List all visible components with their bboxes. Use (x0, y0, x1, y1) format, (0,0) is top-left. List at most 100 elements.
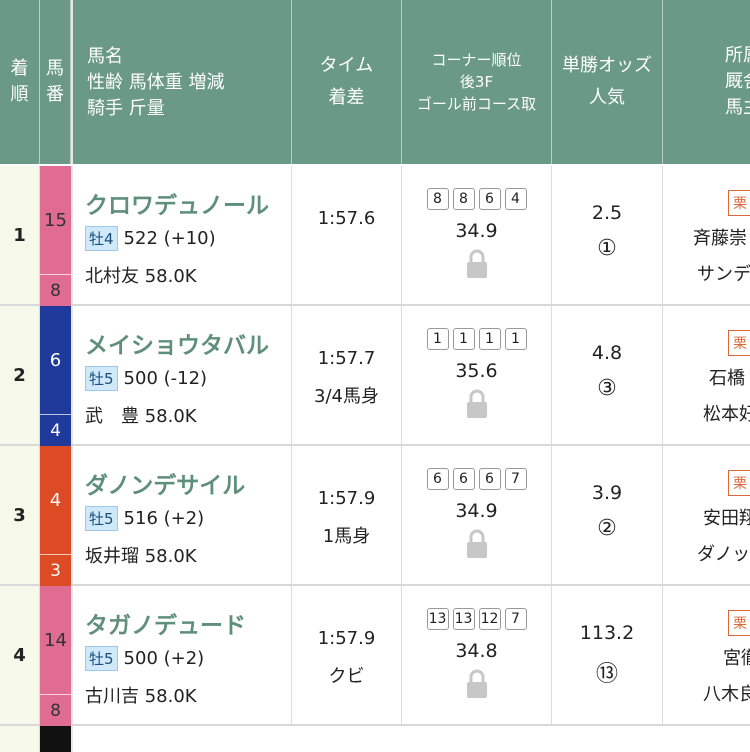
row-divider (71, 446, 73, 584)
header-odds: 単勝オッズ 人気 (552, 0, 663, 164)
header-owner: 所属 厩舎 馬主 (663, 0, 750, 164)
owner-cell: 栗 安田翔 ダノッ (663, 446, 750, 584)
popularity: ② (597, 516, 617, 541)
umaban-cell: 6 4 (40, 306, 71, 446)
corner-cell: 8 8 6 4 34.9 (402, 166, 552, 304)
owner-name: ダノッ (697, 544, 750, 565)
owner-cell: 栗 石橋 松本好 (663, 306, 750, 444)
region-badge: 栗 (728, 190, 750, 216)
horse-name-link[interactable]: クロワデュノール (85, 193, 269, 219)
odds-cell: 4.8 ③ (552, 306, 663, 444)
popularity: ⑬ (595, 662, 618, 687)
horse-name-link[interactable]: ダノンデサイル (85, 473, 246, 499)
header-horse-sexage: 性齢 馬体重 増減 (87, 72, 225, 93)
lock-icon[interactable] (465, 388, 489, 420)
finish-time: 1:57.6 (317, 208, 376, 229)
horse-name-link[interactable]: メイショウタバル (85, 333, 269, 359)
header-umaban-line2: 番 (46, 84, 64, 105)
corner-positions: 8 8 6 4 (402, 188, 551, 210)
horse-cell: タガノデュード 牡5 500 (+2) 古川吉 58.0K (73, 586, 292, 724)
header-corner: コーナー順位 後3F ゴール前コース取 (402, 0, 552, 164)
table-row: 1 15 8 クロワデュノール 牡4 522 (+10) 北村友 58.0K 1:… (0, 166, 750, 306)
corner-positions: 13 13 12 7 (402, 608, 551, 630)
sexage-badge: 牡5 (85, 506, 118, 531)
jockey-weight: 坂井瑠 58.0K (85, 546, 197, 567)
corner-position: 1 (426, 328, 449, 350)
corner-position: 8 (452, 188, 475, 210)
corner-position: 6 (478, 468, 501, 490)
horse-weight: 500 (-12) (123, 368, 208, 389)
rank-cell: 4 (0, 586, 40, 724)
odds-cell: 2.5 ① (552, 166, 663, 304)
odds-cell: 113.2 ⑬ (552, 586, 663, 724)
corner-cell: 6 6 6 7 34.9 (402, 446, 552, 584)
finish-time: 1:57.9 (317, 628, 376, 649)
header-corner-line3: ゴール前コース取 (416, 95, 537, 113)
horse-number: 15 (40, 166, 71, 274)
finish-time: 1:57.9 (317, 488, 376, 509)
corner-position: 6 (478, 188, 501, 210)
header-odds-line1: 単勝オッズ (562, 55, 652, 76)
header-owner-line3: 馬主 (725, 97, 750, 118)
header-divider (71, 0, 73, 164)
lock-icon[interactable] (465, 248, 489, 280)
corner-position: 13 (452, 608, 475, 630)
rank-cell (0, 726, 40, 752)
horse-info: 牡5 500 (-12) (85, 366, 207, 391)
row-divider (71, 586, 73, 724)
table-row: 2 6 4 メイショウタバル 牡5 500 (-12) 武 豊 58.0K 1:5… (0, 306, 750, 446)
horse-cell: ダノンデサイル 牡5 516 (+2) 坂井瑠 58.0K (73, 446, 292, 584)
region-badge: 栗 (728, 330, 750, 356)
lock-icon[interactable] (465, 668, 489, 700)
horse-info: 牡5 516 (+2) (85, 506, 204, 531)
horse-name-link[interactable]: タガノデュード (85, 613, 246, 639)
corner-position: 6 (452, 468, 475, 490)
header-rank-line2: 順 (10, 84, 29, 105)
corner-position: 8 (426, 188, 449, 210)
time-cell: 1:57.6 (292, 166, 402, 304)
horse-weight: 516 (+2) (123, 508, 205, 529)
horse-number: 4 (40, 446, 71, 554)
owner-cell: 栗 斉藤崇 サンデ (663, 166, 750, 304)
rank-cell: 2 (0, 306, 40, 444)
header-umaban: 馬 番 (40, 0, 71, 164)
table-row-partial (0, 726, 750, 752)
horse-weight: 522 (+10) (123, 228, 216, 249)
jockey-weight: 北村友 58.0K (85, 266, 197, 287)
horse-info: 牡5 500 (+2) (85, 646, 204, 671)
row-divider (71, 726, 73, 752)
rank-cell: 3 (0, 446, 40, 584)
waku-number: 3 (40, 554, 71, 586)
row-divider (71, 166, 73, 304)
trainer-link[interactable]: 石橋 (709, 368, 745, 389)
table-row: 4 14 8 タガノデュード 牡5 500 (+2) 古川吉 58.0K 1:57… (0, 586, 750, 726)
last-3f: 35.6 (455, 360, 498, 382)
waku-number: 4 (40, 414, 71, 446)
finish-time: 1:57.7 (317, 348, 376, 369)
umaban-cell: 14 8 (40, 586, 71, 726)
trainer-link[interactable]: 宮徹 (723, 648, 750, 669)
win-odds: 113.2 (579, 622, 635, 644)
time-cell: 1:57.9 クビ (292, 586, 402, 724)
owner-cell: 栗 宮徹 八木良 (663, 586, 750, 724)
jockey-weight: 武 豊 58.0K (85, 406, 197, 427)
waku-number: 8 (40, 274, 71, 306)
waku-number: 8 (40, 694, 71, 726)
header-umaban-line1: 馬 (46, 58, 64, 79)
corner-position: 7 (504, 608, 527, 630)
popularity: ① (597, 236, 617, 261)
trainer-link[interactable]: 安田翔 (703, 508, 750, 529)
trainer-link[interactable]: 斉藤崇 (693, 228, 747, 249)
margin: 3/4馬身 (314, 386, 379, 407)
lock-icon[interactable] (465, 528, 489, 560)
header-time-line2: 着差 (328, 87, 365, 108)
rank-cell: 1 (0, 166, 40, 304)
corner-cell: 13 13 12 7 34.8 (402, 586, 552, 724)
header-time-line1: タイム (319, 55, 374, 76)
win-odds: 3.9 (591, 482, 623, 504)
corner-positions: 1 1 1 1 (402, 328, 551, 350)
horse-number: 14 (40, 586, 71, 694)
corner-position: 12 (478, 608, 501, 630)
header-odds-line2: 人気 (589, 87, 625, 108)
